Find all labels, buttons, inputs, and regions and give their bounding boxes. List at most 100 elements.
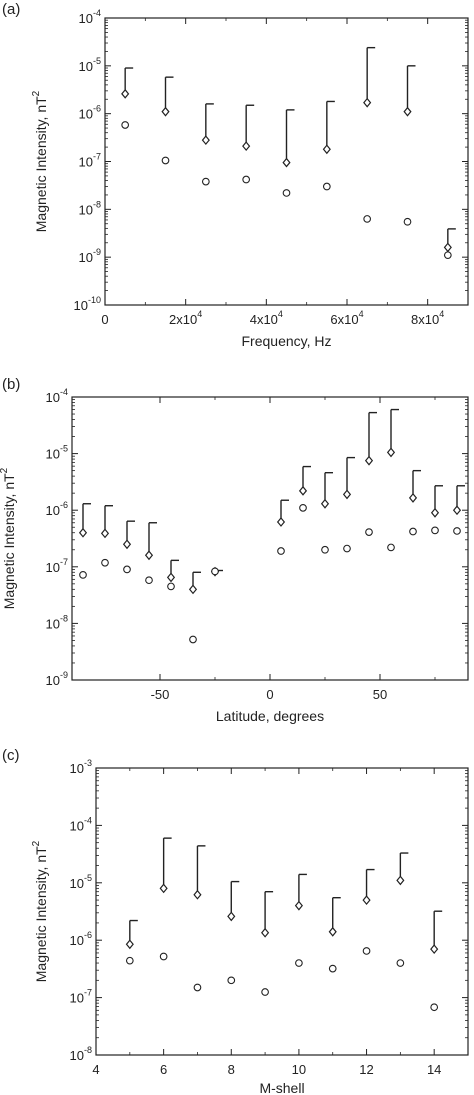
circle-point (277, 547, 285, 555)
diamond-point (452, 505, 462, 516)
chart-panel-2: (b) 10-9 10-8 10-7 10-6 10-5 10-4 -50 0 50 Latitud… (0, 376, 469, 724)
y-tick-label: 10-7 (46, 557, 68, 575)
panel-label: (b) (2, 376, 20, 393)
diamond-point (408, 492, 418, 503)
circle-point (403, 217, 412, 226)
y-tick-label: 10-6 (79, 104, 101, 122)
diamond-point (201, 135, 210, 146)
diamond-point (403, 106, 412, 117)
circle-point (409, 527, 417, 536)
diamond-point (294, 900, 303, 911)
x-tick-label: 8x104 (411, 309, 444, 327)
diamond-point (125, 939, 134, 950)
x-tick-label: 0 (266, 687, 273, 702)
x-axis-label: Latitude, degrees (216, 708, 324, 724)
circle-point (211, 567, 219, 576)
panel-label: (c) (2, 747, 20, 764)
diamond-point (227, 911, 236, 922)
y-tick-label: 10-4 (46, 387, 68, 405)
y-tick-label: 10-8 (70, 1045, 92, 1063)
circle-point (365, 528, 373, 536)
y-tick-label: 10-6 (70, 930, 92, 948)
diamond-point (159, 883, 168, 894)
circle-point (387, 543, 395, 552)
y-tick-label: 10-4 (79, 8, 101, 26)
plot-frame (95, 767, 469, 1056)
y-tick-label: 10-5 (70, 873, 92, 891)
diamond-point (276, 517, 286, 527)
diamond-point (144, 550, 154, 561)
y-tick-label: 10-8 (79, 199, 101, 217)
diamond-point (363, 97, 372, 108)
diamond-point (362, 895, 371, 906)
y-tick-label: 10-6 (46, 500, 68, 518)
circle-point (161, 156, 170, 165)
y-tick-label: 10-3 (70, 758, 92, 776)
diamond-point (364, 455, 374, 466)
circle-point (189, 635, 197, 644)
diamond-point (100, 528, 110, 539)
y-tick-label: 10-7 (79, 152, 101, 170)
x-tick-label: 4x104 (250, 309, 283, 327)
circle-point (79, 571, 87, 579)
x-tick-label: 50 (373, 687, 387, 702)
circle-point (328, 964, 337, 973)
y-tick-label: 10-10 (74, 295, 101, 313)
x-tick-label: -50 (151, 687, 170, 702)
circle-point (321, 545, 329, 554)
diamond-point (122, 539, 132, 550)
diamond-point (161, 106, 170, 117)
diamond-point (242, 141, 251, 152)
circle-point (343, 544, 351, 553)
plot-frame (71, 396, 469, 681)
circle-point (396, 959, 405, 967)
diamond-point (342, 489, 352, 500)
circle-point (299, 504, 307, 512)
x-tick-label: 2x104 (169, 309, 202, 327)
y-tick-label: 10-4 (70, 815, 92, 833)
circle-point (242, 175, 251, 184)
circle-point (443, 251, 452, 260)
diamond-point (78, 527, 88, 538)
y-tick-label: 10-5 (46, 444, 68, 462)
circle-point (201, 177, 210, 186)
x-tick-label: 10 (292, 1062, 306, 1077)
y-tick-label: 10-9 (79, 247, 101, 265)
diamond-point (322, 144, 331, 155)
diamond-point (320, 498, 330, 509)
x-tick-label: 12 (359, 1062, 373, 1077)
diamond-point (121, 88, 130, 99)
circle-point (145, 576, 153, 585)
diamond-point (430, 944, 439, 955)
circle-point (123, 565, 131, 574)
diamond-point (188, 584, 198, 595)
x-tick-label: 6x104 (330, 309, 363, 327)
diamond-point (193, 889, 202, 900)
circle-point (193, 983, 202, 992)
circle-point (362, 947, 371, 955)
circle-point (322, 182, 331, 191)
x-tick-label: 8 (228, 1062, 235, 1077)
y-axis-label: Magnetic Intensity, nT2 (0, 467, 17, 609)
y-tick-label: 10-8 (46, 613, 68, 631)
circle-point (101, 558, 109, 567)
x-axis-label: M-shell (259, 1080, 304, 1095)
diamond-point (282, 157, 291, 168)
chart-panel-1: (a) 10-10 10-9 10-8 10-7 10-6 10-5 10-4 0 2x104 4x… (2, 1, 469, 349)
circle-point (261, 988, 269, 996)
circle-point (431, 526, 439, 535)
circle-point (282, 189, 291, 197)
y-axis-label: Magnetic Intensity, nT2 (31, 90, 49, 232)
x-axis-label: Frequency, Hz (242, 333, 332, 349)
circle-point (453, 527, 461, 535)
circle-point (363, 215, 372, 223)
x-tick-label: 14 (427, 1062, 441, 1077)
y-tick-label: 10-5 (79, 56, 101, 74)
diamond-point (386, 447, 396, 458)
diamond-point (443, 242, 452, 253)
y-tick-label: 10-9 (46, 670, 68, 688)
circle-point (121, 121, 130, 129)
circle-point (125, 956, 134, 965)
x-tick-label: 4 (92, 1062, 99, 1077)
